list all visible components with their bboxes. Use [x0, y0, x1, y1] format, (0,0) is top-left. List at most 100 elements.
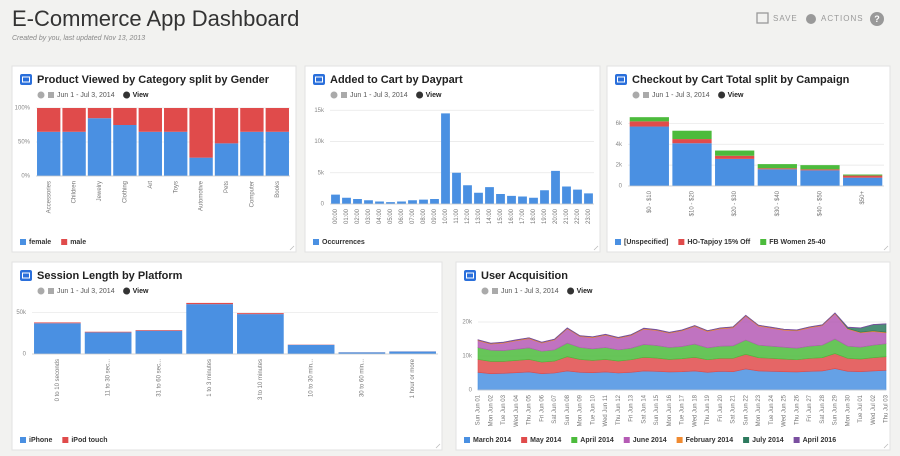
legend-swatch	[521, 437, 528, 443]
x-tick-label: Sun Jun 01	[476, 394, 482, 425]
x-tick-label: 3 to 10 minutes	[258, 359, 264, 400]
actions-button[interactable]: ACTIONS	[806, 14, 864, 24]
y-tick-label: 0%	[21, 174, 30, 180]
y-tick-label: 15k	[314, 108, 325, 114]
info-icon	[37, 287, 45, 295]
bar	[843, 177, 883, 186]
resize-handle	[593, 245, 599, 251]
page-title: E-Commerce App Dashboard	[12, 6, 299, 31]
calendar-icon	[643, 92, 649, 98]
x-tick-label: 03:00	[366, 208, 372, 224]
bar	[672, 130, 712, 140]
resize-handle	[883, 443, 889, 449]
x-tick-label: 22:00	[575, 208, 581, 224]
bar	[757, 168, 797, 170]
bar	[186, 302, 233, 305]
bar	[843, 174, 883, 176]
resize-handle	[289, 245, 295, 251]
x-tick-label: Toys	[173, 181, 179, 193]
legend-swatch	[623, 437, 630, 443]
help-button[interactable]	[870, 12, 884, 26]
legend-label: iPod touch	[71, 437, 107, 444]
bar	[573, 189, 582, 204]
bar	[757, 164, 797, 169]
bar	[672, 143, 712, 186]
chart-icon-inner	[466, 272, 474, 279]
view-link[interactable]: View	[728, 92, 744, 99]
bar	[364, 200, 373, 204]
bar	[113, 108, 137, 125]
x-tick-label: Tue Jun 03	[501, 394, 507, 424]
chart-icon	[20, 74, 32, 85]
x-tick-label: 02:00	[355, 208, 361, 224]
chart-icon-inner	[22, 76, 30, 83]
bar	[408, 200, 417, 204]
bar	[34, 323, 81, 354]
calendar-icon	[48, 288, 54, 294]
x-tick-label: 14:00	[487, 208, 493, 224]
bar	[189, 108, 213, 158]
bar	[342, 197, 351, 204]
panel	[11, 261, 443, 451]
x-tick-label: Mon Jun 16	[667, 394, 673, 426]
x-tick-label: Mon Jun 23	[756, 394, 762, 426]
x-tick-label: Tue Jun 10	[590, 394, 596, 424]
save-button[interactable]: SAVE	[756, 12, 798, 24]
legend-swatch	[313, 239, 319, 245]
x-tick-label: 21:00	[564, 208, 570, 224]
actions-label[interactable]: ACTIONS	[821, 14, 864, 23]
bar	[629, 121, 669, 127]
bar	[113, 125, 137, 176]
view-link[interactable]: View	[133, 92, 149, 99]
x-tick-label: 09:00	[432, 208, 438, 224]
panel-title: Added to Cart by Daypart	[330, 74, 463, 86]
view-link[interactable]: View	[426, 92, 442, 99]
bar	[584, 193, 593, 204]
view-icon[interactable]	[718, 91, 726, 99]
save-label[interactable]: SAVE	[773, 14, 798, 23]
panel-title: User Acquisition	[481, 270, 568, 282]
bar	[164, 131, 188, 176]
x-tick-label: Books	[275, 181, 281, 198]
info-icon	[632, 91, 640, 99]
help-label[interactable]: ?	[874, 14, 880, 24]
bar	[62, 131, 86, 176]
x-tick-label: Children	[72, 181, 78, 203]
y-tick-label: 20k	[462, 320, 473, 326]
bar	[240, 131, 264, 176]
bar	[496, 194, 505, 204]
bar	[353, 199, 362, 204]
x-tick-label: 16:00	[509, 208, 515, 224]
bar	[757, 169, 797, 186]
view-icon[interactable]	[123, 287, 131, 295]
calendar-icon	[492, 288, 498, 294]
legend-label: male	[70, 239, 86, 246]
x-tick-label: 08:00	[421, 208, 427, 224]
view-icon[interactable]	[567, 287, 575, 295]
x-tick-label: Sun Jun 08	[565, 394, 571, 425]
view-icon[interactable]	[123, 91, 131, 99]
x-tick-label: Fri Jun 20	[718, 394, 724, 421]
chart-icon	[615, 74, 627, 85]
bar	[87, 118, 112, 176]
bar	[265, 108, 289, 132]
legend-label: iPhone	[29, 437, 52, 444]
view-link[interactable]: View	[133, 288, 149, 295]
x-tick-label: Fri Jun 06	[539, 394, 545, 421]
x-tick-label: Tue Jul 01	[858, 394, 864, 422]
view-link[interactable]: View	[577, 288, 593, 295]
bar	[507, 195, 516, 204]
legend-label: April 2016	[803, 437, 837, 444]
bar	[214, 108, 239, 144]
x-tick-label: 15:00	[498, 208, 504, 224]
x-tick-label: Wed Jul 02	[871, 394, 877, 425]
panel-title: Checkout by Cart Total split by Campaign	[632, 74, 850, 86]
view-icon[interactable]	[416, 91, 424, 99]
bar	[389, 351, 436, 354]
chart-icon	[464, 270, 476, 281]
bar	[240, 108, 264, 132]
legend-label: April 2014	[580, 437, 614, 444]
x-tick-label: Thu Jul 03	[884, 394, 890, 423]
bar	[672, 139, 712, 144]
